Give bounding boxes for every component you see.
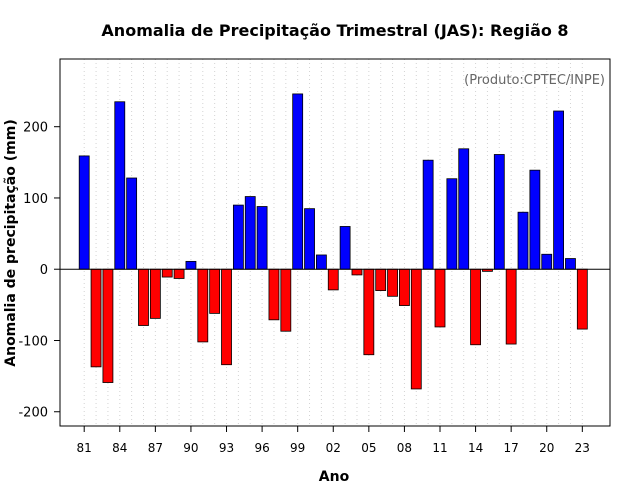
bar-18 (517, 211, 529, 270)
bar-23 (576, 268, 588, 330)
bar-12 (446, 178, 458, 270)
bar-22 (565, 258, 576, 270)
credit-label: (Produto:CPTEC/INPE) (464, 73, 605, 88)
y-tick-label: 100 (23, 192, 48, 207)
bar-85 (126, 177, 138, 270)
x-axis-title: Ano (319, 469, 350, 485)
bar-83 (102, 268, 114, 383)
bar-90 (185, 260, 197, 270)
bars (78, 93, 588, 390)
bar-06 (375, 268, 387, 292)
bar-91 (197, 268, 209, 343)
bar-17 (505, 268, 517, 345)
bar-86 (138, 268, 149, 326)
bar-81 (78, 155, 90, 270)
bar-16 (493, 154, 505, 270)
bar-84 (114, 101, 126, 270)
bar-21 (553, 110, 564, 270)
bar-97 (268, 268, 280, 321)
bar-92 (209, 268, 221, 314)
bar-14 (470, 268, 481, 346)
bar-09 (410, 268, 422, 390)
bar-11 (434, 268, 446, 328)
grid-lines (83, 59, 583, 426)
bar-88 (161, 268, 173, 278)
bar-00 (304, 208, 315, 270)
bar-89 (173, 268, 185, 279)
x-tick-label: 11 (432, 441, 447, 455)
x-tick-label: 02 (326, 441, 341, 455)
bar-02 (327, 268, 339, 291)
bar-04 (351, 268, 363, 276)
bar-03 (339, 226, 351, 270)
plot-frame (59, 58, 611, 427)
bar-96 (256, 206, 268, 270)
x-tick-label: 17 (504, 441, 519, 455)
bar-13 (458, 148, 470, 270)
bar-99 (292, 93, 304, 270)
x-tick-label: 90 (183, 441, 198, 455)
bar-82 (90, 268, 102, 368)
bar-93 (221, 268, 232, 366)
bar-05 (363, 268, 375, 356)
y-axis-title: Anomalia de precipitação (mm) (3, 119, 19, 366)
x-axis: 81 84 87 90 93 96 99 02 05 08 11 14 17 20 23 (77, 426, 590, 455)
y-axis: -200 -100 0 100 200 (18, 121, 60, 421)
x-tick-label: 23 (575, 441, 590, 455)
x-tick-label: 81 (77, 441, 92, 455)
bar-94 (232, 204, 244, 270)
x-tick-label: 14 (468, 441, 483, 455)
y-tick-label: 200 (23, 121, 48, 136)
bar-87 (149, 268, 161, 319)
x-tick-label: 08 (397, 441, 412, 455)
bar-08 (399, 268, 410, 306)
bar-19 (529, 169, 541, 270)
bar-20 (541, 253, 553, 270)
chart-title: Anomalia de Precipitação Trimestral (JAS… (101, 21, 568, 40)
y-tick-label: -100 (18, 334, 48, 349)
y-tick-label: 0 (40, 263, 48, 278)
y-tick-label: -200 (18, 406, 48, 421)
x-tick-label: 05 (361, 441, 376, 455)
x-tick-label: 20 (539, 441, 554, 455)
bar-98 (280, 268, 292, 332)
bar-95 (244, 196, 256, 270)
bar-07 (387, 268, 398, 297)
x-tick-label: 87 (148, 441, 163, 455)
bar-01 (315, 254, 327, 270)
x-tick-label: 93 (219, 441, 234, 455)
x-tick-label: 96 (254, 441, 269, 455)
x-tick-label: 84 (112, 441, 127, 455)
x-tick-label: 99 (290, 441, 305, 455)
bar-10 (422, 159, 434, 270)
